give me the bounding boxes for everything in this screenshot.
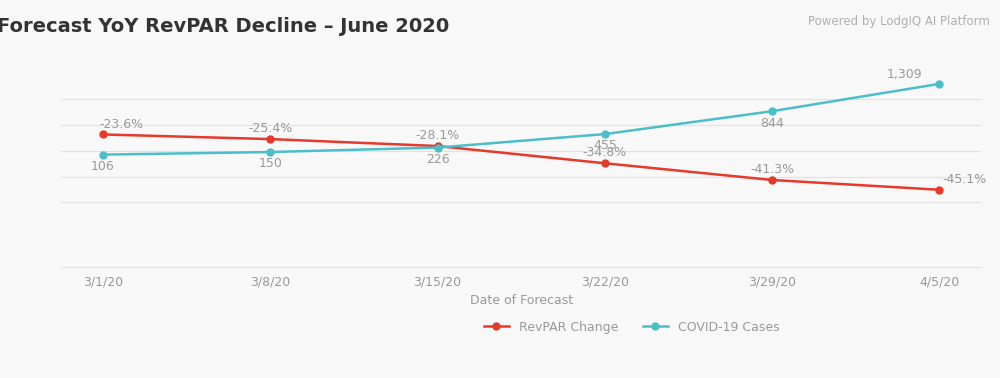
Text: 150: 150	[258, 157, 282, 170]
Text: -23.6%: -23.6%	[100, 118, 144, 130]
Text: 226: 226	[426, 153, 449, 166]
Text: -41.3%: -41.3%	[750, 163, 794, 176]
Text: 106: 106	[91, 160, 115, 173]
Text: 844: 844	[760, 116, 784, 130]
Legend: RevPAR Change, COVID-19 Cases: RevPAR Change, COVID-19 Cases	[479, 316, 785, 339]
Text: Forecast YoY RevPAR Decline – June 2020: Forecast YoY RevPAR Decline – June 2020	[0, 17, 449, 36]
Text: Powered by LodgIQ AI Platform: Powered by LodgIQ AI Platform	[808, 15, 990, 28]
Text: 455: 455	[593, 139, 617, 152]
Text: -34.8%: -34.8%	[583, 146, 627, 160]
Text: 1,309: 1,309	[887, 68, 923, 81]
X-axis label: Date of Forecast: Date of Forecast	[470, 294, 573, 307]
Text: -45.1%: -45.1%	[943, 173, 987, 186]
Text: -25.4%: -25.4%	[248, 122, 292, 135]
Text: -28.1%: -28.1%	[415, 129, 460, 142]
